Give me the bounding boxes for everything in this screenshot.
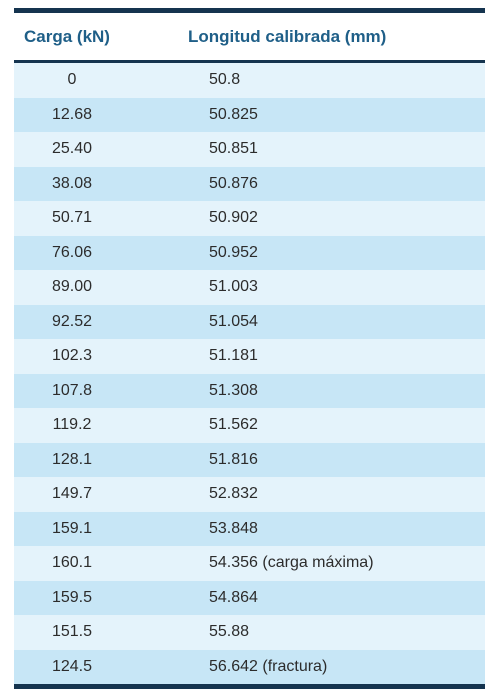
gauge-length-value: 51.003	[209, 278, 258, 296]
table-row: 119.2 51.562	[14, 408, 485, 443]
gauge-length-value: 51.308	[209, 381, 258, 399]
table-bottom-rule	[14, 684, 485, 689]
load-cell: 38.08	[14, 175, 172, 193]
load-cell: 50.71	[14, 209, 172, 227]
gauge-length-value: 51.054	[209, 312, 258, 330]
load-value: 12.68	[51, 105, 93, 123]
gauge-length-value: 51.816	[209, 450, 258, 468]
load-value: 149.7	[51, 485, 93, 503]
load-cell: 119.2	[14, 416, 172, 434]
gauge-length-value: 51.562	[209, 416, 258, 434]
gauge-length-value: 50.902	[209, 209, 258, 227]
table-row: 151.5 55.88	[14, 615, 485, 650]
load-value: 119.2	[52, 416, 92, 434]
load-value: 0	[67, 71, 77, 89]
gauge-length-value: 50.825	[209, 105, 258, 123]
load-value: 107.8	[51, 381, 93, 399]
load-cell: 128.1	[14, 451, 172, 469]
load-cell: 0	[14, 71, 172, 89]
load-value: 151.5	[51, 623, 93, 641]
load-value: 159.5	[51, 588, 93, 606]
load-cell: 159.5	[14, 589, 172, 607]
load-cell: 25.40	[14, 140, 172, 158]
load-value: 128.1	[51, 450, 93, 468]
gauge-length-value: 56.642 (fractura)	[209, 657, 328, 675]
load-cell: 159.1	[14, 520, 172, 538]
gauge-length-value: 54.356 (carga máxima)	[209, 554, 374, 572]
load-cell: 149.7	[14, 485, 172, 503]
gauge-length-value: 50.8	[209, 71, 241, 89]
gauge-length-value: 55.88	[209, 623, 250, 641]
table-row: 124.5 56.642 (fractura)	[14, 649, 485, 684]
table-row: 50.71 50.902	[14, 201, 485, 236]
load-cell: 107.8	[14, 382, 172, 400]
load-cell: 124.5	[14, 658, 172, 676]
table-row: 76.06 50.952	[14, 235, 485, 270]
table-row: 159.5 54.864	[14, 580, 485, 615]
load-cell: 102.3	[14, 347, 172, 365]
gauge-length-value: 50.952	[209, 243, 258, 261]
table-row: 25.40 50.851	[14, 132, 485, 167]
gauge-length-value: 54.864	[209, 588, 258, 606]
load-cell: 92.52	[14, 313, 172, 331]
table-row: 102.3 51.181	[14, 339, 485, 374]
table-row: 107.8 51.308	[14, 373, 485, 408]
data-table: Carga (kN) Longitud calibrada (mm) 0 50.8…	[14, 8, 485, 689]
load-cell: 89.00	[14, 278, 172, 296]
header-load: Carga (kN)	[24, 26, 110, 46]
table-row: 128.1 51.816	[14, 442, 485, 477]
table-row: 12.68 50.825	[14, 97, 485, 132]
gauge-length-value: 53.848	[209, 519, 258, 537]
table-header-rule	[14, 60, 485, 63]
load-cell: 12.68	[14, 106, 172, 124]
table-body: 0 50.8 12.68 50.825 25.40 50.851 38.08 50.876 50…	[14, 63, 485, 684]
table-row: 149.7 52.832	[14, 477, 485, 512]
table-row: 159.1 53.848	[14, 511, 485, 546]
table-row: 92.52 51.054	[14, 304, 485, 339]
gauge-length-value: 50.876	[209, 174, 258, 192]
table-header: Carga (kN) Longitud calibrada (mm)	[14, 13, 485, 60]
load-cell: 160.1	[14, 554, 172, 572]
load-cell: 76.06	[14, 244, 172, 262]
load-cell: 151.5	[14, 623, 172, 641]
load-value: 92.52	[51, 312, 93, 330]
table-top-rule	[14, 8, 485, 13]
gauge-length-value: 51.181	[209, 347, 258, 365]
gauge-length-value: 50.851	[209, 140, 258, 158]
load-value: 159.1	[51, 519, 93, 537]
load-value: 160.1	[51, 554, 93, 572]
table-row: 38.08 50.876	[14, 166, 485, 201]
table-row: 89.00 51.003	[14, 270, 485, 305]
table-row: 0 50.8	[14, 63, 485, 98]
gauge-length-value: 52.832	[209, 485, 258, 503]
load-value: 124.5	[51, 657, 93, 675]
load-value: 89.00	[51, 278, 93, 296]
load-value: 102.3	[51, 347, 93, 365]
load-value: 38.08	[51, 174, 93, 192]
load-value: 50.71	[51, 209, 93, 227]
header-gauge-length: Longitud calibrada (mm)	[188, 26, 387, 46]
table-row: 160.1 54.356 (carga máxima)	[14, 546, 485, 581]
load-value: 25.40	[51, 140, 93, 158]
load-value: 76.06	[51, 243, 93, 261]
